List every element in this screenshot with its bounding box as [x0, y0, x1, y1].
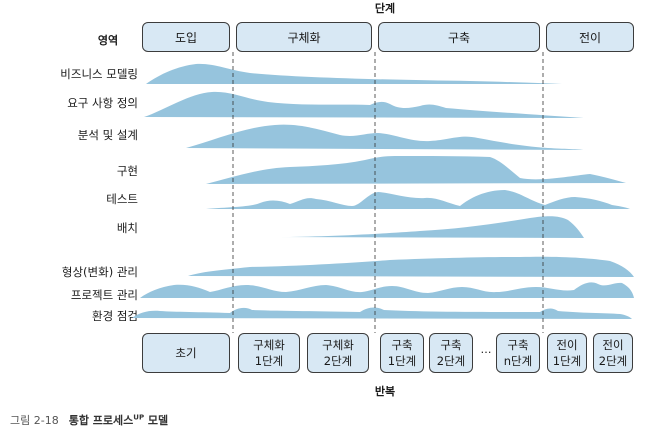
phase-transition: 전이	[546, 22, 634, 52]
area-label: 영역	[97, 34, 119, 47]
iteration-construction-1: 구축 1단계	[380, 333, 424, 373]
iteration-label: 구축 2단계	[436, 338, 466, 368]
figure-title-superscript: UP	[133, 413, 145, 422]
phase-construction: 구축	[378, 22, 540, 52]
iteration-label: 구축 n단계	[503, 338, 533, 368]
figure-title-main: 통합 프로세스	[68, 414, 134, 427]
phase-label: 전이	[578, 30, 602, 45]
phase-dividers	[232, 52, 544, 333]
hump-business-modeling	[146, 63, 562, 84]
discipline-deployment: 배치	[116, 221, 138, 235]
iteration-transition-1: 전이 1단계	[547, 333, 587, 373]
iteration-label: 전이 1단계	[552, 338, 582, 368]
hump-deployment	[278, 216, 584, 238]
figure-number: 그림 2-18	[10, 414, 59, 427]
iteration-ellipsis: …	[480, 343, 492, 356]
iteration-elaboration-2: 구체화 2단계	[307, 333, 369, 373]
iteration-elaboration-1: 구체화 1단계	[238, 333, 300, 373]
iteration-label: 전이 2단계	[598, 338, 628, 368]
phase-label: 구축	[447, 30, 471, 45]
iterations-title: 반복	[374, 385, 396, 398]
discipline-business-modeling: 비즈니스 모델링	[60, 67, 138, 81]
phase-label: 도입	[174, 30, 198, 45]
iteration-label: 구축 1단계	[387, 338, 417, 368]
discipline-test: 테스트	[106, 192, 138, 206]
figure-caption: 그림 2-18 통합 프로세스UP 모델	[10, 412, 168, 428]
figure-title-tail: 모델	[144, 414, 169, 427]
hump-requirements	[144, 91, 584, 118]
iteration-construction-n: 구축 n단계	[496, 333, 540, 373]
figure-title: 통합 프로세스UP 모델	[68, 413, 169, 427]
hump-project-management	[140, 282, 634, 298]
iteration-label: 구체화 1단계	[253, 338, 285, 368]
iteration-initial: 초기	[142, 333, 230, 373]
phase-inception: 도입	[142, 22, 230, 52]
hump-implementation	[206, 156, 626, 184]
discipline-requirements: 요구 사항 정의	[67, 96, 138, 110]
phase-label: 구체화	[287, 30, 321, 45]
discipline-analysis-design: 분석 및 설계	[77, 128, 138, 142]
phase-elaboration: 구체화	[236, 22, 372, 52]
discipline-implementation: 구현	[116, 164, 138, 178]
iteration-label: 구체화 2단계	[322, 338, 354, 368]
hump-environment	[132, 307, 632, 319]
iteration-construction-2: 구축 2단계	[429, 333, 473, 373]
hump-configuration-management	[188, 256, 634, 277]
discipline-configuration-management: 형상(변화) 관리	[61, 265, 138, 279]
phases-title: 단계	[374, 2, 396, 15]
iteration-label: 초기	[175, 346, 197, 360]
workload-humps	[132, 63, 634, 319]
hump-analysis-design	[186, 124, 584, 150]
discipline-environment: 환경 점검	[92, 309, 138, 323]
hump-test	[206, 190, 630, 209]
discipline-project-management: 프로젝트 관리	[70, 288, 138, 302]
iteration-transition-2: 전이 2단계	[593, 333, 633, 373]
